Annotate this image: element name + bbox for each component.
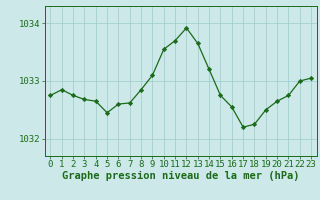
X-axis label: Graphe pression niveau de la mer (hPa): Graphe pression niveau de la mer (hPa) <box>62 171 300 181</box>
